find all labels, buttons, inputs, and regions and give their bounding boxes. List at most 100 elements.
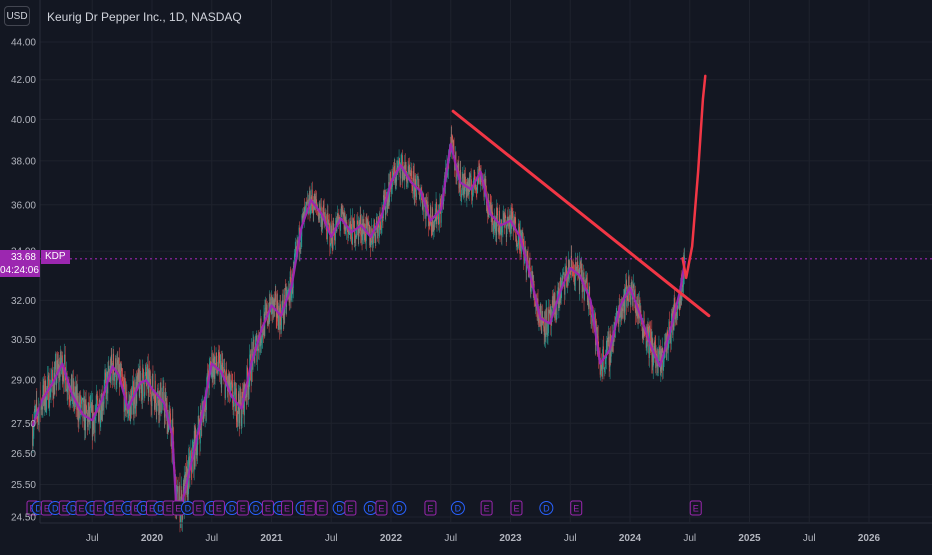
candle-body — [437, 210, 439, 212]
trendline-drawing[interactable] — [451, 109, 711, 318]
candle-body — [496, 206, 498, 214]
candle-body — [433, 220, 435, 232]
candle-body — [325, 216, 327, 222]
projection-drawing[interactable] — [681, 74, 707, 280]
candle-body — [291, 288, 292, 301]
candle-body — [627, 300, 629, 302]
candle-body — [147, 365, 149, 370]
candle-body — [238, 393, 240, 410]
candle-body — [94, 416, 95, 433]
earnings-marker[interactable]: E — [281, 500, 294, 516]
earnings-marker[interactable]: E — [261, 500, 274, 516]
candle-body — [586, 277, 587, 282]
candle-body — [158, 391, 160, 416]
dividend-marker[interactable]: D — [180, 501, 195, 515]
earnings-marker[interactable]: E — [93, 500, 106, 516]
candle-body — [315, 199, 317, 204]
candle-body — [116, 382, 117, 385]
candle-body — [63, 376, 65, 384]
earnings-marker[interactable]: E — [570, 500, 583, 516]
earnings-marker[interactable]: E — [112, 500, 125, 516]
candle-body — [652, 353, 654, 367]
y-tick-label: 36.00 — [11, 200, 36, 211]
earnings-marker[interactable]: E — [344, 500, 357, 516]
currency-button[interactable]: USD — [4, 6, 30, 26]
candle-body — [267, 321, 269, 325]
dividend-marker[interactable]: D — [392, 501, 407, 515]
earnings-marker[interactable]: E — [480, 500, 493, 516]
candle-body — [133, 404, 135, 415]
earnings-marker[interactable]: E — [510, 500, 523, 516]
candle-body — [132, 386, 133, 396]
marker-letter: E — [307, 504, 313, 514]
dividend-marker[interactable]: D — [225, 501, 240, 515]
dividend-marker[interactable]: D — [363, 501, 378, 515]
earnings-marker[interactable]: E — [236, 500, 249, 516]
candle-body — [239, 388, 241, 405]
x-tick-label: 2022 — [380, 533, 403, 544]
candle-body — [216, 352, 217, 368]
dividend-marker[interactable]: D — [332, 501, 347, 515]
candle-body — [223, 370, 224, 373]
candle-body — [559, 294, 561, 305]
dividend-marker[interactable]: D — [450, 501, 465, 515]
earnings-marker[interactable]: E — [212, 500, 225, 516]
candle-body — [625, 280, 627, 286]
dividend-marker[interactable]: D — [539, 501, 554, 515]
candle-body — [221, 362, 223, 369]
earnings-marker[interactable]: E — [303, 500, 316, 516]
candle-body — [541, 311, 543, 324]
candle-body — [134, 387, 136, 409]
candle-body — [402, 170, 404, 181]
earnings-marker[interactable]: E — [375, 500, 388, 516]
candle-body — [102, 402, 104, 407]
candle-body — [222, 362, 224, 372]
dividend-marker[interactable]: D — [248, 501, 263, 515]
candle-body — [535, 303, 537, 309]
candle-body — [607, 337, 609, 342]
candle-body — [476, 183, 478, 190]
marker-letter: D — [455, 504, 462, 514]
candle-body — [478, 178, 480, 183]
earnings-marker[interactable]: E — [689, 500, 702, 516]
candle-body — [89, 407, 91, 419]
candle-body — [583, 272, 584, 287]
candle-body — [261, 338, 263, 341]
candle-body — [579, 262, 581, 263]
earnings-marker[interactable]: E — [75, 500, 88, 516]
candle-body — [300, 242, 302, 249]
candle-body — [400, 177, 401, 179]
candle-body — [601, 365, 602, 366]
candle-body — [401, 155, 403, 162]
candle-body — [45, 409, 47, 410]
candle-body — [384, 197, 385, 206]
candle-body — [265, 307, 267, 314]
earnings-marker[interactable]: E — [424, 500, 437, 516]
candle-body — [256, 347, 258, 362]
candle-body — [167, 416, 169, 433]
candle-body — [471, 194, 473, 201]
candle-body — [41, 402, 42, 410]
candle-body — [553, 295, 555, 305]
candle-body — [93, 415, 95, 430]
candle-body — [242, 392, 243, 398]
candle-body — [638, 316, 640, 318]
candle-body — [409, 172, 411, 175]
candle-body — [268, 312, 270, 325]
earnings-marker[interactable]: E — [315, 500, 328, 516]
candle-body — [473, 169, 475, 180]
candle-body — [597, 336, 599, 349]
candle-body — [480, 174, 481, 185]
candle-body — [287, 290, 289, 292]
earnings-marker[interactable]: E — [192, 500, 205, 516]
candle-body — [305, 204, 306, 208]
bar-countdown: 04:24:06 — [0, 265, 39, 276]
candle-body — [115, 358, 116, 374]
x-tick-label: Jul — [803, 533, 816, 544]
candle-body — [497, 213, 499, 223]
candle-body — [628, 276, 630, 292]
candle-body — [33, 430, 34, 437]
candle-body — [47, 377, 49, 389]
